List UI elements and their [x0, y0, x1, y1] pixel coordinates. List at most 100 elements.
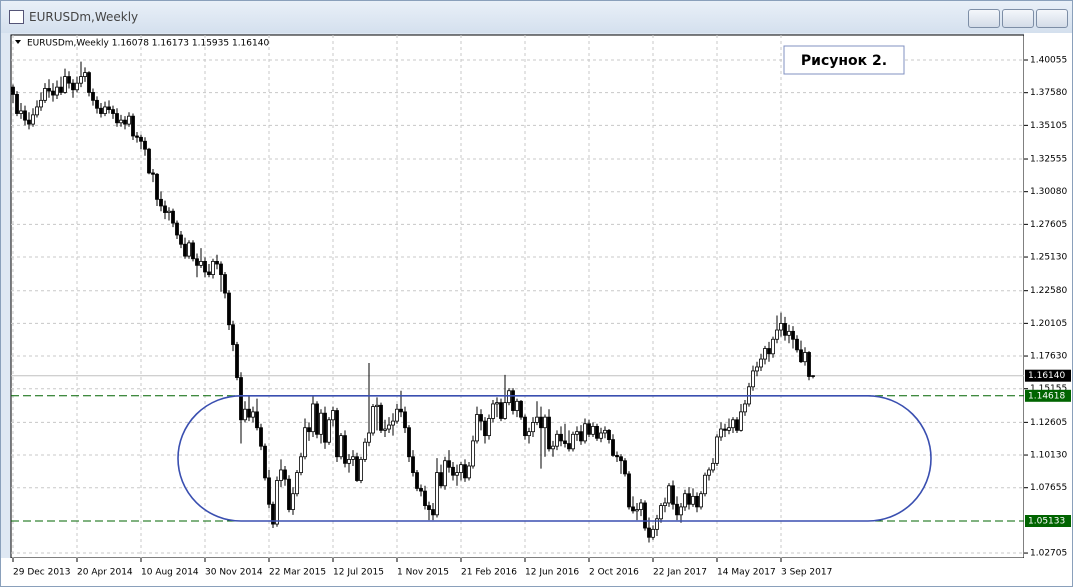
- level-label: 1.05133: [1028, 516, 1065, 526]
- level-badge: [1025, 389, 1071, 402]
- candle-body: [183, 243, 187, 257]
- candle-body: [15, 94, 19, 114]
- candle-body: [567, 443, 571, 450]
- candle-body: [619, 456, 623, 462]
- candle-body: [403, 411, 407, 429]
- candle-body: [587, 423, 591, 435]
- candle-body: [39, 99, 43, 108]
- candle-body: [215, 260, 219, 265]
- y-tick-label: 1.17630: [1030, 352, 1067, 362]
- candle-body: [399, 408, 403, 413]
- candle-body: [19, 110, 23, 114]
- candle-body: [111, 109, 115, 114]
- candle-body: [515, 400, 519, 411]
- candle-body: [471, 440, 475, 467]
- candle-body: [739, 411, 743, 431]
- candle-body: [659, 505, 663, 520]
- candle-body: [811, 375, 815, 377]
- candle-body: [59, 86, 63, 93]
- candle-body: [151, 172, 155, 175]
- candle-body: [327, 419, 331, 443]
- y-tick-label: 1.07655: [1030, 483, 1067, 493]
- x-tick-label: 2 Oct 2016: [589, 568, 639, 578]
- candle-body: [623, 460, 627, 475]
- candle-body: [147, 148, 151, 174]
- candle-body: [679, 506, 683, 516]
- candle-body: [683, 493, 687, 508]
- annotation: Рисунок 2.: [801, 53, 887, 69]
- candle-body: [63, 76, 67, 93]
- candle-body: [775, 329, 779, 340]
- candle-body: [311, 403, 315, 433]
- candle-body: [371, 406, 375, 434]
- candle-body: [295, 472, 299, 495]
- candle-body: [51, 90, 55, 96]
- candle-body: [611, 439, 615, 456]
- close-button[interactable]: [1036, 9, 1068, 28]
- candle-body: [427, 505, 431, 510]
- candle-body: [599, 432, 603, 439]
- candle-body: [351, 456, 355, 460]
- candle-body: [603, 429, 607, 434]
- candle-body: [267, 477, 271, 505]
- x-tick-label: 29 Dec 2013: [13, 568, 71, 578]
- candle-body: [431, 509, 435, 516]
- candle-body: [579, 431, 583, 442]
- candle-body: [779, 323, 783, 331]
- candle-body: [47, 88, 51, 92]
- candle-body: [275, 480, 279, 525]
- candle-body: [203, 260, 207, 273]
- y-tick-label: 1.30080: [1030, 187, 1067, 197]
- candle-body: [615, 455, 619, 458]
- x-tick-label: 20 Apr 2014: [77, 568, 133, 578]
- chart: 1.40055 1.37580 1.35105 1.32555 1.30080 1.276…: [1, 33, 1072, 586]
- candle-body: [395, 408, 399, 422]
- candle-body: [443, 460, 447, 487]
- candle-body: [323, 412, 327, 443]
- candle-body: [655, 518, 659, 530]
- plot-area: [10, 34, 1025, 559]
- candle-body: [31, 114, 35, 125]
- candle-body: [79, 76, 83, 84]
- candle-body: [547, 416, 551, 450]
- candle-body: [223, 274, 227, 294]
- candle-body: [103, 106, 107, 114]
- candle-body: [475, 414, 479, 442]
- restore-button[interactable]: [1002, 9, 1034, 28]
- candle-body: [259, 427, 263, 447]
- y-tick-label: 1.40055: [1030, 56, 1067, 66]
- candle-body: [379, 404, 383, 431]
- candle-body: [451, 466, 455, 476]
- candle-body: [347, 458, 351, 464]
- candle-body: [407, 427, 411, 458]
- candle-body: [391, 420, 395, 426]
- candle-body: [171, 210, 175, 224]
- x-tick-label: 30 Nov 2014: [205, 568, 263, 578]
- candle-body: [35, 106, 39, 116]
- candle-body: [191, 242, 195, 260]
- minimize-button[interactable]: [968, 9, 1000, 28]
- candle-body: [551, 445, 555, 450]
- candle-body: [143, 140, 147, 150]
- candle-body: [367, 432, 371, 443]
- x-tick-label: 12 Jul 2015: [333, 568, 384, 578]
- level-badge: [1025, 514, 1071, 527]
- candle-body: [115, 113, 119, 124]
- candle-body: [139, 136, 143, 142]
- candle-body: [575, 431, 579, 435]
- candle-body: [543, 416, 547, 429]
- candle-body: [707, 469, 711, 476]
- candle-body: [791, 330, 795, 340]
- candle-body: [83, 72, 87, 77]
- candle-body: [703, 474, 707, 495]
- candle-body: [743, 403, 747, 413]
- candle-body: [131, 115, 135, 137]
- y-tick-label: 1.10130: [1030, 451, 1067, 461]
- candle-body: [291, 493, 295, 510]
- candle-body: [495, 402, 499, 405]
- x-tick-label: 22 Jan 2017: [653, 568, 707, 578]
- candle-body: [127, 115, 131, 125]
- candle-body: [731, 419, 735, 429]
- candle-body: [699, 493, 703, 508]
- candle-body: [671, 485, 675, 505]
